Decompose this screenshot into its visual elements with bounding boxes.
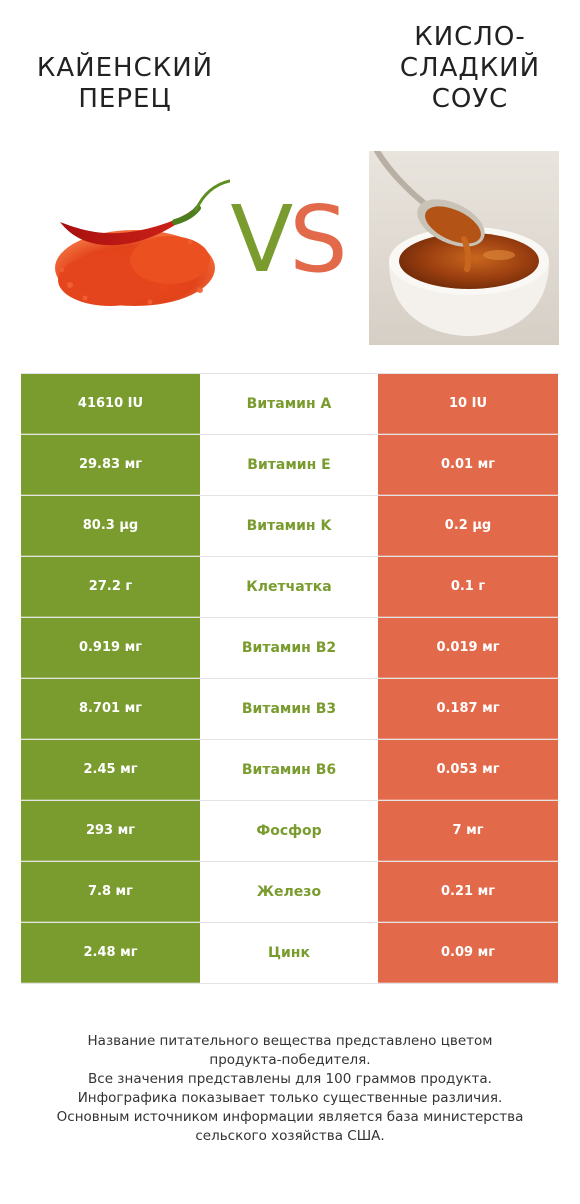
footnote-line: Инфографика показывает только существенн… bbox=[77, 1090, 503, 1106]
table-row: 29.83 мг Витамин E 0.01 мг bbox=[21, 434, 558, 495]
table-row: 8.701 мг Витамин B3 0.187 мг bbox=[21, 678, 558, 739]
table-row: 2.48 мг Цинк 0.09 мг bbox=[21, 922, 558, 984]
nutrient-name: Витамин B6 bbox=[200, 740, 378, 800]
right-value: 0.1 г bbox=[378, 557, 558, 617]
left-value: 29.83 мг bbox=[21, 435, 200, 495]
left-value: 8.701 мг bbox=[21, 679, 200, 739]
versus-label: VS bbox=[222, 190, 352, 290]
nutrient-name: Витамин B2 bbox=[200, 618, 378, 678]
nutrient-name: Железо bbox=[200, 862, 378, 922]
nutrient-name: Цинк bbox=[200, 923, 378, 983]
left-value: 0.919 мг bbox=[21, 618, 200, 678]
footnote-line: сельского хозяйства США. bbox=[195, 1128, 385, 1144]
right-value: 0.21 мг bbox=[378, 862, 558, 922]
right-value: 7 мг bbox=[378, 801, 558, 861]
left-value: 80.3 µg bbox=[21, 496, 200, 556]
table-row: 293 мг Фосфор 7 мг bbox=[21, 800, 558, 861]
right-title-line: СОУС bbox=[431, 84, 509, 114]
nutrient-name: Витамин E bbox=[200, 435, 378, 495]
right-title-line: СЛАДКИЙ bbox=[399, 53, 541, 83]
right-product-title: КИСЛО- СЛАДКИЙ СОУС bbox=[370, 22, 570, 115]
vs-s-letter: S bbox=[289, 186, 347, 293]
nutrient-name: Витамин K bbox=[200, 496, 378, 556]
right-value: 10 IU bbox=[378, 374, 558, 434]
right-value: 0.2 µg bbox=[378, 496, 558, 556]
nutrient-name: Витамин A bbox=[200, 374, 378, 434]
nutrient-name: Клетчатка bbox=[200, 557, 378, 617]
footnote-line: продукта-победителя. bbox=[209, 1052, 371, 1068]
nutrient-name: Фосфор bbox=[200, 801, 378, 861]
cayenne-pepper-image bbox=[55, 179, 230, 306]
footnote: Название питательного вещества представл… bbox=[20, 1032, 560, 1146]
left-value: 2.45 мг bbox=[21, 740, 200, 800]
footnote-line: Название питательного вещества представл… bbox=[87, 1033, 493, 1049]
left-value: 7.8 мг bbox=[21, 862, 200, 922]
right-value: 0.019 мг bbox=[378, 618, 558, 678]
nutrient-name: Витамин B3 bbox=[200, 679, 378, 739]
left-title-line: ПЕРЕЦ bbox=[78, 84, 172, 114]
sweet-sour-sauce-image bbox=[369, 151, 559, 345]
right-value: 0.187 мг bbox=[378, 679, 558, 739]
footnote-line: Все значения представлены для 100 граммо… bbox=[88, 1071, 492, 1087]
footnote-line: Основным источником информации является … bbox=[56, 1109, 524, 1125]
left-value: 27.2 г bbox=[21, 557, 200, 617]
left-title-line: КАЙЕНСКИЙ bbox=[36, 53, 214, 83]
left-value: 2.48 мг bbox=[21, 923, 200, 983]
right-value: 0.09 мг bbox=[378, 923, 558, 983]
right-title-line: КИСЛО- bbox=[414, 22, 526, 52]
table-row: 7.8 мг Железо 0.21 мг bbox=[21, 861, 558, 922]
table-row: 2.45 мг Витамин B6 0.053 мг bbox=[21, 739, 558, 800]
right-value: 0.01 мг bbox=[378, 435, 558, 495]
right-value: 0.053 мг bbox=[378, 740, 558, 800]
left-value: 293 мг bbox=[21, 801, 200, 861]
left-value: 41610 IU bbox=[21, 374, 200, 434]
table-row: 80.3 µg Витамин K 0.2 µg bbox=[21, 495, 558, 556]
vs-v-letter: V bbox=[230, 186, 293, 293]
left-product-title: КАЙЕНСКИЙ ПЕРЕЦ bbox=[25, 53, 225, 115]
table-row: 0.919 мг Витамин B2 0.019 мг bbox=[21, 617, 558, 678]
table-row: 27.2 г Клетчатка 0.1 г bbox=[21, 556, 558, 617]
table-row: 41610 IU Витамин A 10 IU bbox=[21, 373, 558, 434]
